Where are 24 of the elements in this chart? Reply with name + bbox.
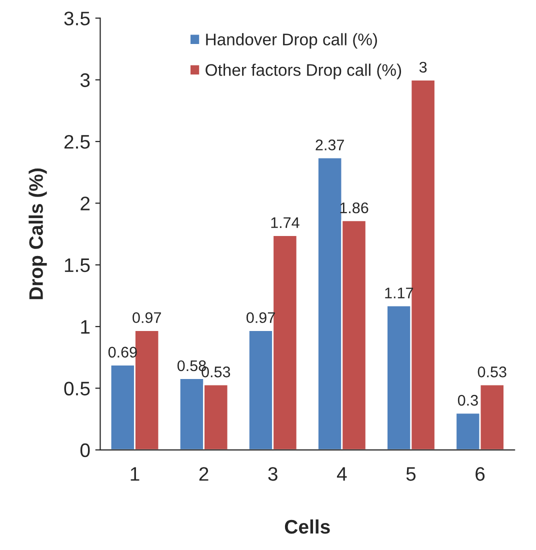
data-label: 0.3 [458,394,478,406]
x-tick-label: 5 [406,467,416,481]
y-tick-label: 0.5 [64,382,90,396]
x-tick-label: 6 [476,467,485,481]
x-tick-label: 2 [199,467,208,481]
data-label: 1.74 [271,217,300,228]
data-label: 2.37 [316,140,344,150]
x-tick-label: 1 [130,467,140,481]
data-label: 0.53 [478,366,506,378]
legend-label: Other factors Drop call (%) [206,64,402,80]
y-tick-label: 3.5 [64,12,90,26]
y-tick-label: 1 [81,320,90,334]
y-tick-label: 0 [80,443,90,458]
y-tick-label: 2.5 [64,134,90,149]
data-label: 3 [419,62,427,73]
x-axis-title: Cells [284,519,330,534]
y-tick-label: 1.5 [64,258,90,272]
x-tick-label: 3 [268,467,278,481]
y-tick-label: 3 [80,73,90,88]
legend-label: Handover Drop call (%) [206,33,377,49]
y-axis-title: Drop Calls (%) [28,168,47,300]
data-label: 0.97 [132,312,161,324]
y-tick-label: 2 [80,196,90,210]
x-tick-label: 4 [336,467,347,481]
